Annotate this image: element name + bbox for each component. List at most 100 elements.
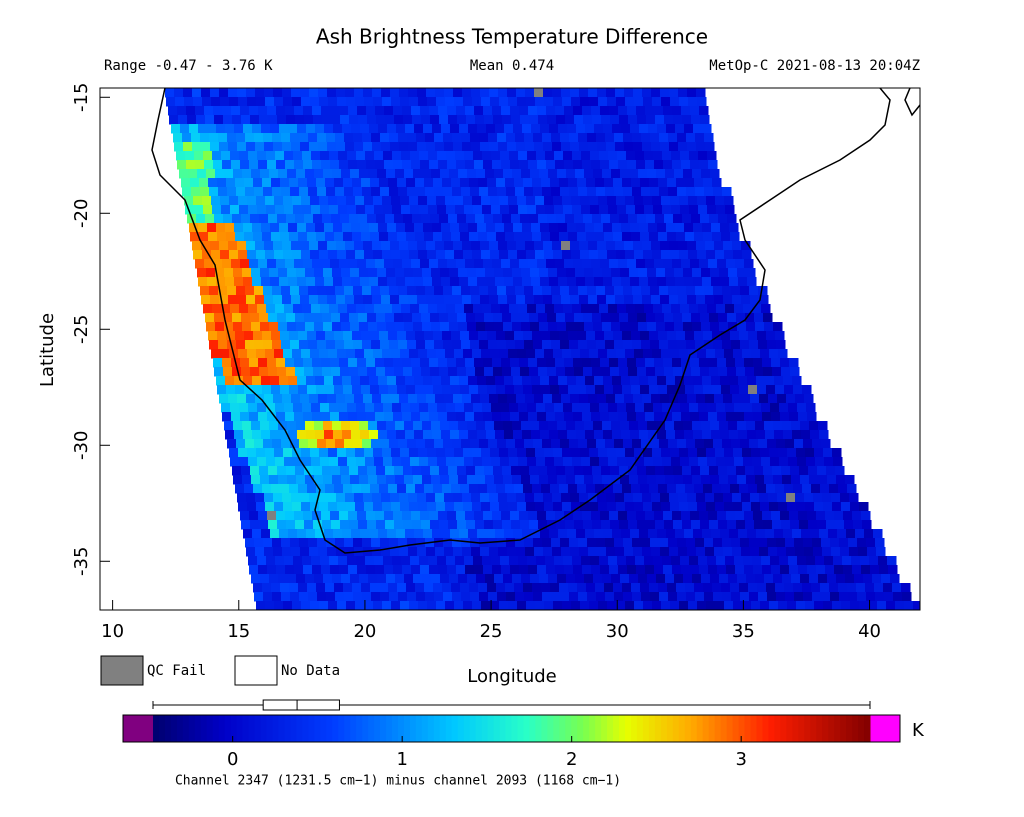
swath-pixel (720, 277, 730, 287)
swath-pixel (734, 457, 744, 467)
swath-pixel (375, 511, 385, 521)
swath-pixel (310, 250, 320, 260)
swath-pixel (677, 439, 687, 449)
swath-pixel (438, 259, 448, 269)
swath-pixel (643, 250, 653, 260)
swath-pixel (263, 187, 273, 197)
swath-pixel (508, 349, 518, 359)
swath-pixel (368, 574, 378, 584)
swath-pixel (298, 232, 308, 242)
swath-pixel (901, 583, 911, 593)
swath-pixel (264, 394, 274, 404)
swath-pixel (748, 331, 758, 341)
swath-pixel (672, 160, 682, 170)
swath-pixel (709, 520, 719, 530)
swath-pixel (747, 277, 757, 287)
swath-pixel (491, 457, 501, 467)
swath-pixel (417, 295, 427, 305)
swath-pixel (702, 529, 712, 539)
swath-pixel (699, 358, 709, 368)
swath-pixel (313, 115, 323, 125)
swath-pixel (805, 502, 815, 512)
swath-pixel (404, 169, 414, 179)
swath-pixel (601, 214, 611, 224)
swath-pixel (408, 142, 418, 152)
swath-pixel (519, 511, 529, 521)
swath-pixel (281, 538, 291, 548)
swath-pixel (583, 466, 593, 476)
swath-pixel (493, 367, 503, 377)
swath-pixel (199, 178, 209, 188)
swath-pixel (332, 574, 342, 584)
swath-pixel (835, 466, 845, 476)
swath-pixel (257, 151, 267, 161)
swath-pixel (719, 322, 729, 332)
swath-pixel (211, 250, 221, 260)
swath-pixel (495, 223, 505, 233)
swath-pixel (294, 259, 304, 269)
swath-pixel (630, 529, 640, 539)
swath-pixel (332, 421, 342, 431)
swath-pixel (529, 520, 539, 530)
swath-pixel (287, 322, 297, 332)
swath-pixel (588, 142, 598, 152)
swath-pixel (407, 592, 417, 602)
swath-pixel (553, 502, 563, 512)
swath-pixel (234, 430, 244, 440)
swath-pixel (654, 358, 664, 368)
swath-pixel (238, 448, 248, 458)
swath-pixel (763, 367, 773, 377)
swath-pixel (666, 529, 676, 539)
swath-pixel (279, 223, 289, 233)
swath-pixel (437, 304, 447, 314)
swath-pixel (546, 106, 556, 116)
swath-pixel (776, 340, 786, 350)
swath-pixel (809, 475, 819, 485)
swath-pixel (442, 484, 452, 494)
swath-pixel (329, 457, 339, 467)
swath-pixel (582, 106, 592, 116)
swath-pixel (446, 403, 456, 413)
swath-pixel (194, 151, 204, 161)
swath-pixel (438, 565, 448, 575)
swath-pixel (795, 493, 805, 503)
swath-pixel (255, 88, 265, 98)
swath-pixel (530, 322, 540, 332)
swath-pixel (449, 475, 459, 485)
swath-pixel (444, 394, 454, 404)
swath-pixel (319, 97, 329, 107)
swath-pixel (727, 367, 737, 377)
swath-pixel (361, 331, 371, 341)
swath-pixel (182, 133, 192, 143)
swath-pixel (602, 574, 612, 584)
swath-pixel (269, 574, 279, 584)
swath-pixel (282, 295, 292, 305)
swath-pixel (600, 259, 610, 269)
swath-pixel (589, 601, 599, 610)
swath-pixel (576, 277, 586, 287)
swath-pixel (508, 601, 518, 610)
swath-pixel (652, 250, 662, 260)
swath-pixel (403, 115, 413, 125)
swath-pixel (767, 340, 777, 350)
swath-pixel (424, 385, 434, 395)
swath-pixel (237, 493, 247, 503)
swath-pixel (383, 205, 393, 215)
range-label: Range -0.47 - 3.76 K (104, 58, 273, 74)
swath-pixel (656, 322, 666, 332)
swath-pixel (536, 556, 546, 566)
swath-pixel (371, 286, 381, 296)
swath-pixel (484, 214, 494, 224)
swath-pixel (375, 412, 385, 422)
swath-pixel (509, 304, 519, 314)
swath-pixel (556, 466, 566, 476)
swath-pixel (480, 88, 490, 98)
swath-pixel (794, 592, 804, 602)
swath-pixel (336, 493, 346, 503)
swath-pixel (340, 313, 350, 323)
swath-pixel (348, 565, 358, 575)
swath-pixel (241, 520, 251, 530)
swath-pixel (506, 439, 516, 449)
swath-pixel (308, 439, 318, 449)
swath-pixel (414, 529, 424, 539)
